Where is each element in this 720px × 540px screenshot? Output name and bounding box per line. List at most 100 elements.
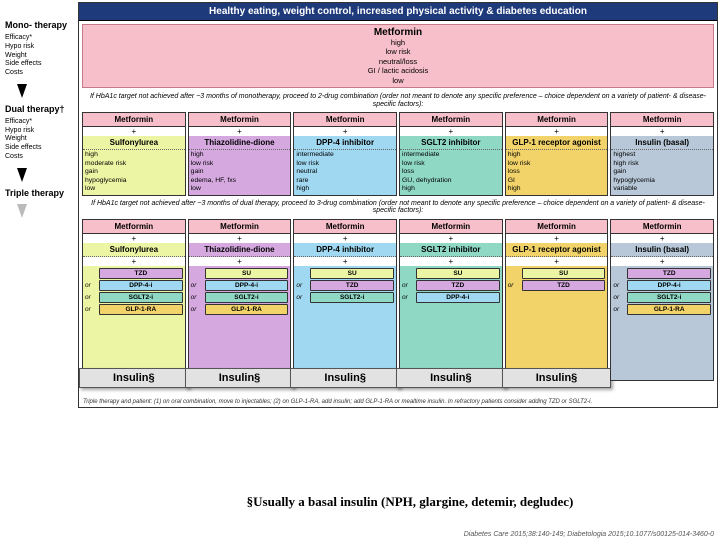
tiny-footnote: Triple therapy and patient: (1) on oral …: [79, 397, 717, 407]
triple-therapy-columns: Metformin+Sulfonylurea+TZDorDPP-4-iorSGL…: [82, 219, 714, 395]
col-drug: Thiazolidine-dione: [189, 243, 291, 257]
option-row: SU: [402, 268, 500, 279]
dual-column: Metformin+DPP-4 inhibitorintermediatelow…: [293, 112, 397, 195]
attr: neutral: [296, 168, 394, 176]
dual-column: Metformin+GLP-1 receptor agonisthighlow …: [505, 112, 609, 195]
attr: rare: [296, 177, 394, 185]
col-drug: Insulin (basal): [611, 136, 713, 150]
attr: high: [508, 151, 606, 159]
option-pill: TZD: [416, 280, 500, 291]
plus-icon: +: [611, 234, 713, 243]
option-pill: SU: [522, 268, 606, 279]
or-label: or: [85, 306, 97, 313]
attr: intermediate: [402, 151, 500, 159]
arrow-down-icon: [17, 84, 27, 98]
plus-icon: +: [294, 234, 396, 243]
option-pill: SU: [310, 268, 394, 279]
option-list: TZDorDPP-4-iorSGLT2-iorGLP-1-RA: [611, 266, 713, 380]
option-row: orDPP-4-i: [85, 280, 183, 291]
attr: gain: [613, 168, 711, 176]
or-label: or: [296, 294, 308, 301]
option-row: SU: [508, 268, 606, 279]
option-row: TZD: [85, 268, 183, 279]
col-attrs: highmoderate riskgainhypoglycemialow: [83, 150, 185, 194]
attr: intermediate: [296, 151, 394, 159]
option-pill: SGLT2-i: [627, 292, 711, 303]
attr: highest: [613, 151, 711, 159]
col-drug: Insulin (basal): [611, 243, 713, 257]
option-pill: DPP-4-i: [416, 292, 500, 303]
option-pill: DPP-4-i: [99, 280, 183, 291]
attr: low: [191, 185, 289, 193]
dual-column: Metformin+Insulin (basal)highesthigh ris…: [610, 112, 714, 195]
plus-icon: +: [611, 257, 713, 266]
option-row: orDPP-4-i: [613, 280, 711, 291]
option-pill: SGLT2-i: [205, 292, 289, 303]
attr: loss: [508, 168, 606, 176]
attr: Costs: [5, 69, 75, 78]
col-top: Metformin: [189, 113, 291, 127]
col-drug: Sulfonylurea: [83, 136, 185, 150]
arrow-down-icon: [17, 168, 27, 182]
triple-column: Metformin+SGLT2 inhibitor+SUorTZDorDPP-4…: [399, 219, 503, 381]
plus-icon: +: [294, 127, 396, 136]
option-pill: SGLT2-i: [310, 292, 394, 303]
col-top: Metformin: [400, 113, 502, 127]
or-label: or: [613, 294, 625, 301]
attr: gain: [85, 168, 183, 176]
dual-attr-list: Efficacy* Hypo risk Weight Side effects …: [5, 118, 75, 162]
option-row: orSGLT2-i: [191, 292, 289, 303]
stage-mono: Mono- therapy Efficacy* Hypo risk Weight…: [5, 20, 75, 78]
or-label: or: [191, 306, 203, 313]
or-label: or: [402, 282, 414, 289]
mono-row: low: [87, 76, 709, 85]
col-attrs: intermediatelow risklossGU, dehydrationh…: [400, 150, 502, 194]
or-label: or: [508, 282, 520, 289]
option-pill: DPP-4-i: [627, 280, 711, 291]
col-attrs: highlow risklossGIhigh: [506, 150, 608, 194]
attr: hypoglycemia: [85, 177, 183, 185]
col-drug: SGLT2 inhibitor: [400, 136, 502, 150]
col-attrs: highlow riskgainedema, HF, fxslow: [189, 150, 291, 194]
plus-icon: +: [506, 234, 608, 243]
or-label: or: [613, 306, 625, 313]
option-list: SUorTZDorDPP-4-i: [400, 266, 502, 380]
plus-icon: +: [83, 257, 185, 266]
option-pill: GLP-1-RA: [99, 304, 183, 315]
attr: edema, HF, fxs: [191, 177, 289, 185]
mono-row: GI / lactic acidosis: [87, 66, 709, 75]
option-pill: SU: [416, 268, 500, 279]
attr: GU, dehydration: [402, 177, 500, 185]
option-row: orDPP-4-i: [402, 292, 500, 303]
attr: loss: [402, 168, 500, 176]
attr: Side effects: [5, 60, 75, 69]
plus-icon: +: [400, 234, 502, 243]
or-label: or: [191, 294, 203, 301]
option-pill: GLP-1-RA: [205, 304, 289, 315]
citation: Diabetes Care 2015;38:140-149; Diabetolo…: [464, 531, 714, 538]
attr: high risk: [613, 160, 711, 168]
or-label: or: [296, 282, 308, 289]
attr: moderate risk: [85, 160, 183, 168]
attr: high: [402, 185, 500, 193]
mono-row: low risk: [87, 47, 709, 56]
option-row: orGLP-1-RA: [613, 304, 711, 315]
insulin-block: Insulin§: [502, 368, 612, 388]
plus-icon: +: [83, 127, 185, 136]
attr: Weight: [5, 135, 75, 144]
attr: Side effects: [5, 144, 75, 153]
plus-icon: +: [189, 234, 291, 243]
attr: Efficacy*: [5, 34, 75, 43]
attr: Costs: [5, 153, 75, 162]
transition-text-1: If HbA1c target not achieved after ~3 mo…: [79, 91, 717, 110]
attr: low risk: [296, 160, 394, 168]
col-top: Metformin: [611, 220, 713, 234]
option-pill: TZD: [310, 280, 394, 291]
attr: high: [191, 151, 289, 159]
col-top: Metformin: [294, 220, 396, 234]
option-list: SUorDPP-4-iorSGLT2-iorGLP-1-RA: [189, 266, 291, 380]
stage-mono-title: Mono- therapy: [5, 20, 75, 30]
attr: high: [508, 185, 606, 193]
option-row: orTZD: [402, 280, 500, 291]
col-top: Metformin: [611, 113, 713, 127]
